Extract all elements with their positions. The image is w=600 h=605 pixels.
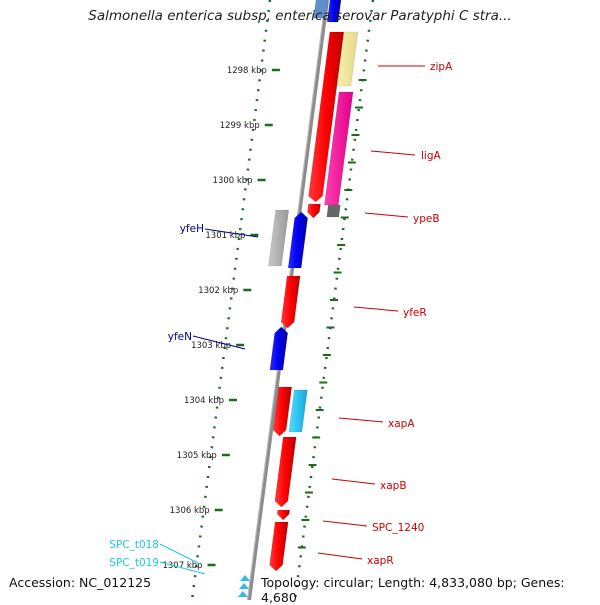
gene-label-leader xyxy=(322,520,368,527)
gene-label-ypeb: ypeB xyxy=(413,213,440,225)
gene-label-leader xyxy=(364,212,409,218)
gene-block-red xyxy=(280,275,301,329)
tick-label: 1299 kbp xyxy=(220,121,260,131)
tick-label: 1303 kbp xyxy=(191,341,231,351)
gene-block-blue xyxy=(287,211,308,269)
gene-block-yellow xyxy=(336,31,359,87)
topology-text: Topology: circular; Length: 4,833,080 bp… xyxy=(261,575,565,605)
map-title: Salmonella enterica subsp. enterica sero… xyxy=(88,8,512,24)
gene-label-leader xyxy=(317,552,363,560)
gene-label-leader xyxy=(204,228,259,238)
feature-layer xyxy=(237,0,359,597)
tick-label: 1304 kbp xyxy=(184,396,224,406)
gene-block-gray-small xyxy=(326,204,341,218)
gene-label-spc_t019: SPC_t019 xyxy=(109,557,159,569)
accession-text: Accession: NC_012125 xyxy=(9,575,152,590)
tick-label: 1300 kbp xyxy=(213,176,253,186)
trna-marker xyxy=(239,575,250,581)
gene-block-steelblue-top xyxy=(313,0,329,19)
gene-block-red xyxy=(308,31,345,203)
gene-label-leader xyxy=(192,335,246,350)
tick-label: 1298 kbp xyxy=(227,66,267,76)
tick-label: 1302 kbp xyxy=(198,286,238,296)
gene-block-red xyxy=(272,386,293,437)
tick-label: 1301 kbp xyxy=(205,231,245,241)
gene-label-yfer: yfeR xyxy=(403,307,427,319)
gene-label-leader xyxy=(353,306,399,312)
gene-block-red-small xyxy=(307,203,321,219)
gene-block-blue-top xyxy=(326,0,342,23)
gene-label-leader xyxy=(370,150,416,156)
outer-dotted-track xyxy=(293,0,375,600)
gene-label-xapr: xapR xyxy=(367,555,394,567)
gene-block-red-small xyxy=(276,509,291,521)
label-layer: zipA ligA ypeB yfeR xapA xapB SPC_1240 xapR yfeH… xyxy=(109,61,453,575)
inner-dotted-track xyxy=(190,0,272,600)
gene-label-leader xyxy=(159,543,201,565)
gene-label-leader xyxy=(331,478,376,485)
gene-block-cyan xyxy=(288,389,308,433)
gene-label-yfeh: yfeH xyxy=(180,223,204,235)
gene-label-liga: ligA xyxy=(421,150,441,162)
gene-label-spc_1240: SPC_1240 xyxy=(372,522,424,534)
gene-label-yfen: yfeN xyxy=(168,331,192,343)
trna-marker xyxy=(238,583,249,589)
gene-label-xapa: xapA xyxy=(388,418,415,430)
gene-label-xapb: xapB xyxy=(380,480,407,492)
gene-block-gray xyxy=(268,209,290,267)
tick-label: 1306 kbp xyxy=(170,506,210,516)
gene-label-zipa: zipA xyxy=(430,61,453,73)
tick-label: 1307 kbp xyxy=(162,561,202,571)
tick-label: 1305 kbp xyxy=(177,451,217,461)
gene-label-spc_t018: SPC_t018 xyxy=(109,539,159,551)
trna-marker xyxy=(237,591,248,597)
gene-label-leader xyxy=(159,561,206,575)
tick-layer: 1298 kbp 1299 kbp 1300 kbp 1301 kbp 1302 kbp… xyxy=(162,66,367,571)
gene-block-blue xyxy=(269,326,289,371)
gene-label-leader xyxy=(338,417,384,423)
gene-block-red xyxy=(274,436,297,508)
gene-block-red xyxy=(269,521,289,572)
